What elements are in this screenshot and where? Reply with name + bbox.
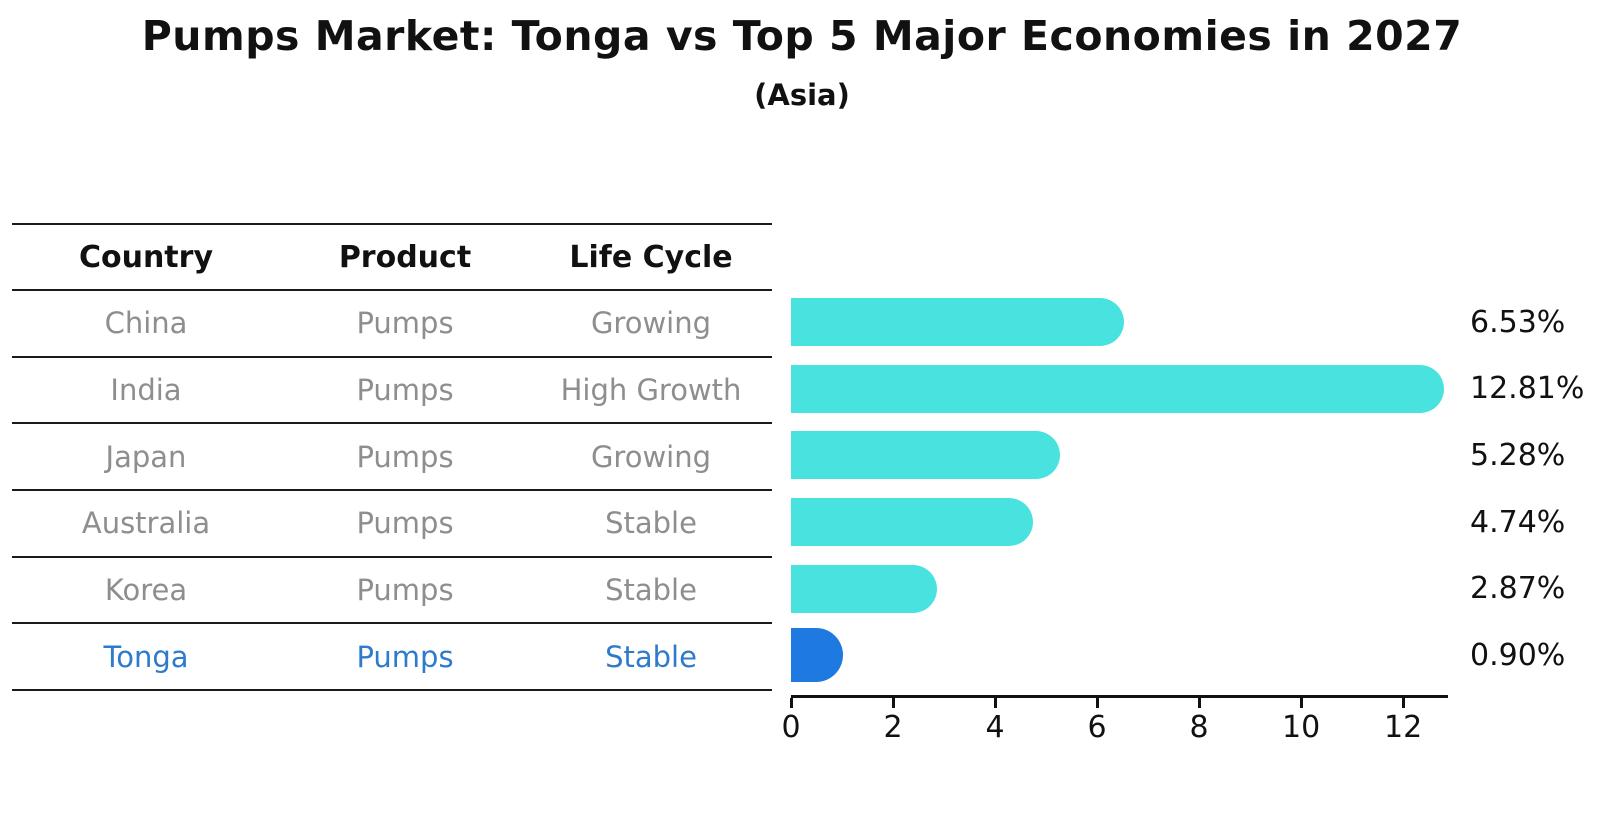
x-tick-label: 2 [883, 710, 903, 745]
cell-life-cycle: Stable [605, 572, 697, 607]
x-tick-label: 8 [1189, 710, 1209, 745]
table-body: China Pumps Growing India Pumps High Growth Ja… [12, 289, 772, 689]
bar-row-korea [791, 556, 1448, 623]
cell-life-cycle: Growing [590, 306, 712, 341]
table-row-australia: Australia Pumps Stable [12, 488, 772, 556]
value-label-row: 5.28% [1470, 422, 1600, 489]
bar-australia [791, 497, 1033, 546]
bars-area [791, 289, 1448, 689]
chart-title: Pumps Market: Tonga vs Top 5 Major Econo… [141, 12, 1463, 60]
x-axis-line [791, 695, 1448, 698]
x-tick-mark [1401, 698, 1405, 708]
cell-product: Pumps [356, 572, 454, 607]
table-row-china: China Pumps Growing [12, 289, 772, 356]
x-tick-label: 4 [985, 710, 1005, 745]
value-label-row: 12.81% [1470, 356, 1600, 423]
bar-value-label-china: 6.53% [1470, 304, 1566, 340]
x-tick-mark [891, 698, 895, 708]
table-row-korea: Korea Pumps Stable [12, 555, 772, 623]
bar-korea [791, 564, 938, 613]
bar-value-label-korea: 2.87% [1470, 571, 1566, 607]
table-row-india: India Pumps High Growth [12, 355, 772, 423]
value-label-row: 2.87% [1470, 556, 1600, 623]
value-label-row: 0.90% [1470, 622, 1600, 689]
header-country: Country [78, 239, 214, 275]
bar-row-australia [791, 489, 1448, 556]
x-tick-label: 6 [1087, 710, 1107, 745]
cell-country: Korea [104, 572, 188, 607]
x-tick-label: 10 [1282, 710, 1321, 745]
cell-country: Australia [81, 506, 211, 541]
cell-product: Pumps [356, 439, 454, 474]
cell-product: Pumps [356, 372, 454, 407]
cell-country: Japan [105, 439, 187, 474]
x-tick-mark [993, 698, 997, 708]
cell-country: India [110, 372, 182, 407]
bar-value-labels: 6.53% 12.81% 5.28% 4.74% 2.87% 0.90% [1470, 289, 1600, 689]
header-life-cycle: Life Cycle [569, 239, 733, 275]
bar-value-label-tonga: 0.90% [1470, 638, 1566, 674]
country-table: Country Product Life Cycle China Pumps Gro… [12, 223, 772, 691]
x-tick-mark [789, 698, 793, 708]
bar-india [791, 364, 1445, 413]
cell-product: Pumps [356, 639, 454, 674]
cell-life-cycle: Stable [605, 506, 697, 541]
table-bottom-line [12, 688, 772, 691]
x-tick-label: 0 [781, 710, 801, 745]
cell-product: Pumps [356, 306, 454, 341]
x-axis-ticks: 0 2 4 6 8 10 12 [781, 698, 1448, 758]
bar-row-japan [791, 422, 1448, 489]
bar-row-china [791, 289, 1448, 356]
bar-value-label-india: 12.81% [1470, 371, 1585, 407]
value-label-row: 4.74% [1470, 489, 1600, 556]
bar-row-tonga [791, 622, 1448, 689]
bar-tonga [791, 628, 843, 683]
table-header-row: Country Product Life Cycle [12, 223, 772, 289]
bar-japan [791, 431, 1061, 480]
bar-row-india [791, 356, 1448, 423]
value-label-row: 6.53% [1470, 289, 1600, 356]
bar-value-label-japan: 5.28% [1470, 438, 1566, 474]
cell-product: Pumps [356, 506, 454, 541]
cell-life-cycle: High Growth [560, 372, 742, 407]
header-product: Product [338, 239, 472, 275]
x-tick-label: 12 [1384, 710, 1423, 745]
cell-country: China [104, 306, 188, 341]
table-row-tonga: Tonga Pumps Stable [12, 622, 772, 689]
cell-life-cycle: Stable [605, 639, 697, 674]
x-tick-mark [1197, 698, 1201, 708]
cell-life-cycle: Growing [590, 439, 712, 474]
bar-value-label-australia: 4.74% [1470, 504, 1566, 540]
bar-china [791, 298, 1125, 346]
cell-country: Tonga [103, 639, 189, 674]
x-tick-mark [1299, 698, 1303, 708]
x-tick-mark [1095, 698, 1099, 708]
chart-subtitle: (Asia) [754, 78, 850, 112]
table-row-japan: Japan Pumps Growing [12, 422, 772, 489]
